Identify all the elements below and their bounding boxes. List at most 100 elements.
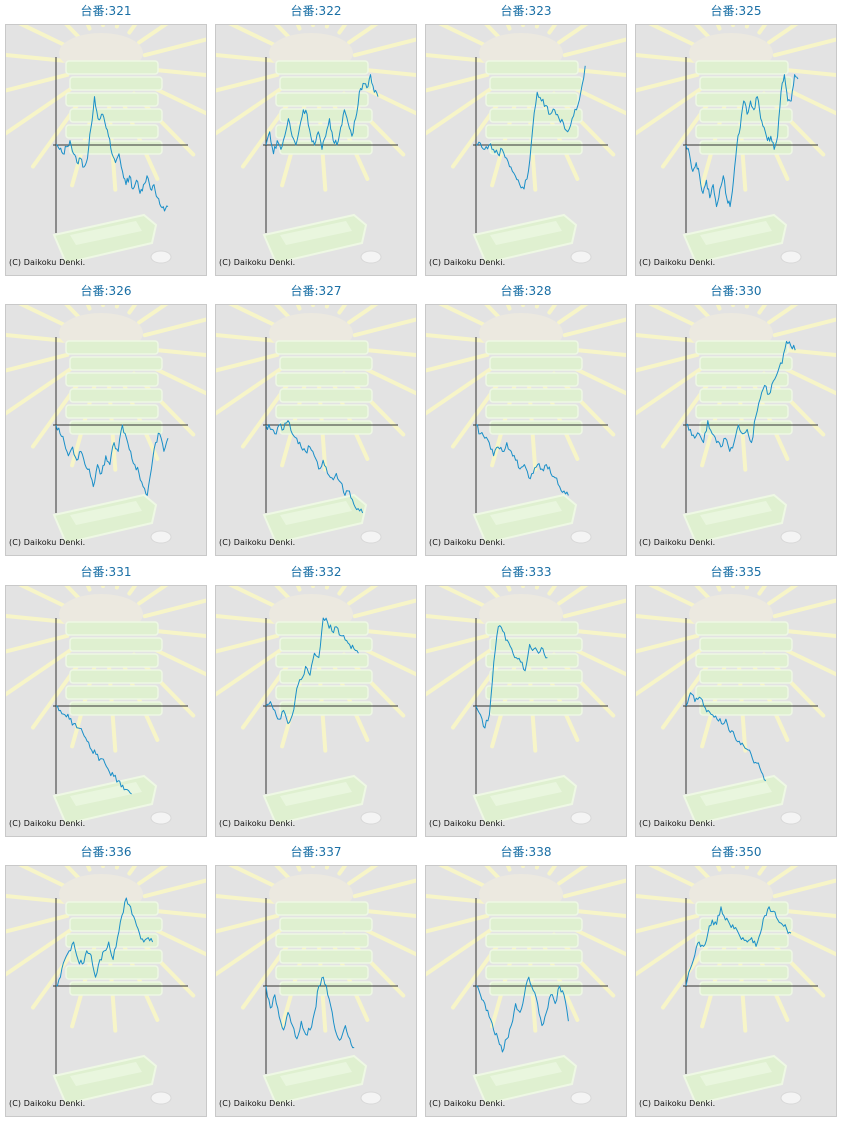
stacked-tray — [279, 669, 373, 684]
stacked-tray — [279, 76, 373, 91]
bottom-tray — [52, 774, 158, 826]
sunburst-ray — [228, 305, 282, 330]
copyright-text: (C) Daikoku Denki. — [9, 538, 86, 547]
stacked-tray — [489, 701, 583, 716]
sunburst-ray — [636, 926, 705, 977]
line-chart — [636, 305, 836, 545]
stacked-tray — [65, 372, 159, 387]
decoration-background — [426, 586, 626, 826]
stacked-tray — [279, 637, 373, 652]
sunburst-ray — [773, 627, 836, 639]
stacked-tray — [65, 124, 159, 139]
sunburst-ray — [426, 72, 490, 93]
sunburst-ray — [6, 72, 70, 93]
bottom-tray-inner — [490, 221, 562, 245]
stacked-tray — [275, 965, 369, 980]
machine-number-link[interactable]: 台番:333 — [500, 565, 552, 579]
bottom-tray — [52, 493, 158, 545]
stacked-tray — [485, 933, 579, 948]
stacked-tray — [65, 340, 159, 355]
bottom-tray — [262, 774, 368, 826]
machine-number-link[interactable]: 台番:325 — [710, 4, 762, 18]
sunburst-ray — [18, 586, 72, 611]
sunburst-ray — [426, 913, 490, 934]
stacked-tray — [485, 92, 579, 107]
bottom-tray — [472, 493, 578, 545]
sunburst-ray — [648, 866, 702, 891]
series-line — [475, 424, 569, 496]
copyright-text: (C) Daikoku Denki. — [639, 538, 716, 547]
line-chart — [6, 25, 206, 265]
stacked-tray — [489, 981, 583, 996]
sunburst-ray — [274, 305, 291, 319]
sunburst-ray — [426, 332, 489, 344]
line-chart — [6, 305, 206, 545]
machine-number-link[interactable]: 台番:337 — [290, 845, 342, 859]
sunburst-ray — [557, 305, 589, 325]
coin-icon — [780, 1091, 802, 1105]
sunburst-ray — [274, 25, 291, 39]
machine-number-link[interactable]: 台番:332 — [290, 565, 342, 579]
series-line — [475, 65, 586, 190]
bottom-tray — [52, 213, 158, 265]
stacked-tray — [65, 653, 159, 668]
bottom-tray-inner — [490, 501, 562, 525]
stacked-tray — [69, 388, 163, 403]
sunburst-ray — [353, 907, 416, 919]
coin-icon — [570, 1091, 592, 1105]
machine-number-link[interactable]: 台番:328 — [500, 284, 552, 298]
bottom-tray-inner — [700, 221, 772, 245]
bottom-tray — [472, 213, 578, 265]
stacked-tray — [699, 917, 793, 932]
sunburst-ray — [426, 926, 495, 977]
stacked-tray — [699, 949, 793, 964]
sunburst-ray — [216, 352, 280, 373]
stacked-tray — [485, 685, 579, 700]
sunburst-ray — [636, 52, 699, 64]
machine-number-link[interactable]: 台番:338 — [500, 845, 552, 859]
stacked-tray — [275, 60, 369, 75]
sunburst-ray — [6, 52, 69, 64]
sunburst-ray — [216, 926, 285, 977]
sunburst-ray — [228, 866, 282, 891]
series-line — [685, 906, 792, 987]
coin-icon — [780, 530, 802, 544]
series-line — [475, 625, 548, 729]
chart-panel: (C) Daikoku Denki. — [635, 24, 837, 276]
sunburst-ray — [426, 85, 495, 136]
machine-number-link[interactable]: 台番:335 — [710, 565, 762, 579]
machine-number-link[interactable]: 台番:322 — [290, 4, 342, 18]
machine-number-link[interactable]: 台番:326 — [80, 284, 132, 298]
stacked-tray — [485, 404, 579, 419]
stacked-tray — [275, 92, 369, 107]
coin-icon — [360, 1091, 382, 1105]
machine-number-link[interactable]: 台番:331 — [80, 565, 132, 579]
copyright-text: (C) Daikoku Denki. — [639, 819, 716, 828]
stacked-tray — [695, 965, 789, 980]
sunburst-ray — [426, 613, 489, 625]
stacked-tray — [65, 965, 159, 980]
stacked-tray — [279, 701, 373, 716]
stacked-tray — [699, 140, 793, 155]
coin-icon — [570, 530, 592, 544]
stacked-tray — [695, 685, 789, 700]
line-chart — [426, 25, 626, 265]
decoration-background — [426, 305, 626, 545]
machine-number-link[interactable]: 台番:323 — [500, 4, 552, 18]
stacked-tray — [65, 404, 159, 419]
sunburst-ray — [352, 598, 416, 619]
bottom-tray — [262, 493, 368, 545]
machine-number-link[interactable]: 台番:330 — [710, 284, 762, 298]
decoration-background — [636, 866, 836, 1106]
sunburst-ray — [648, 586, 702, 611]
sunburst-ray — [484, 25, 501, 39]
machine-number-link[interactable]: 台番:321 — [80, 4, 132, 18]
chart-panel: (C) Daikoku Denki. — [5, 24, 207, 276]
sunburst-ray — [142, 878, 206, 899]
stacked-tray — [489, 76, 583, 91]
machine-number-link[interactable]: 台番:336 — [80, 845, 132, 859]
machine-number-link[interactable]: 台番:350 — [710, 845, 762, 859]
line-chart — [216, 586, 416, 826]
sunburst-ray — [484, 866, 501, 880]
machine-number-link[interactable]: 台番:327 — [290, 284, 342, 298]
